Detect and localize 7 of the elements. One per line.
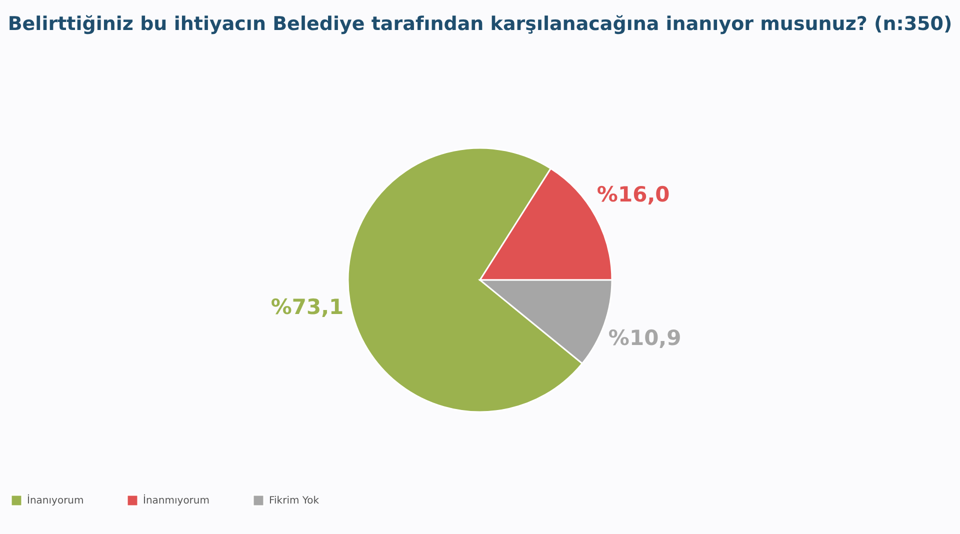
data-label: %16,0 — [596, 182, 670, 207]
legend-label: İnanmıyorum — [143, 494, 210, 507]
legend-label: Fikrim Yok — [269, 496, 320, 507]
chart-title: Belirttiğiniz bu ihtiyacın Belediye tarafından karşılanacağına inanıyor musunuz? (n:350) — [8, 13, 952, 35]
data-label: %10,9 — [608, 326, 682, 350]
data-label: %73,1 — [270, 294, 344, 319]
legend-label: İnanıyorum — [27, 494, 84, 507]
